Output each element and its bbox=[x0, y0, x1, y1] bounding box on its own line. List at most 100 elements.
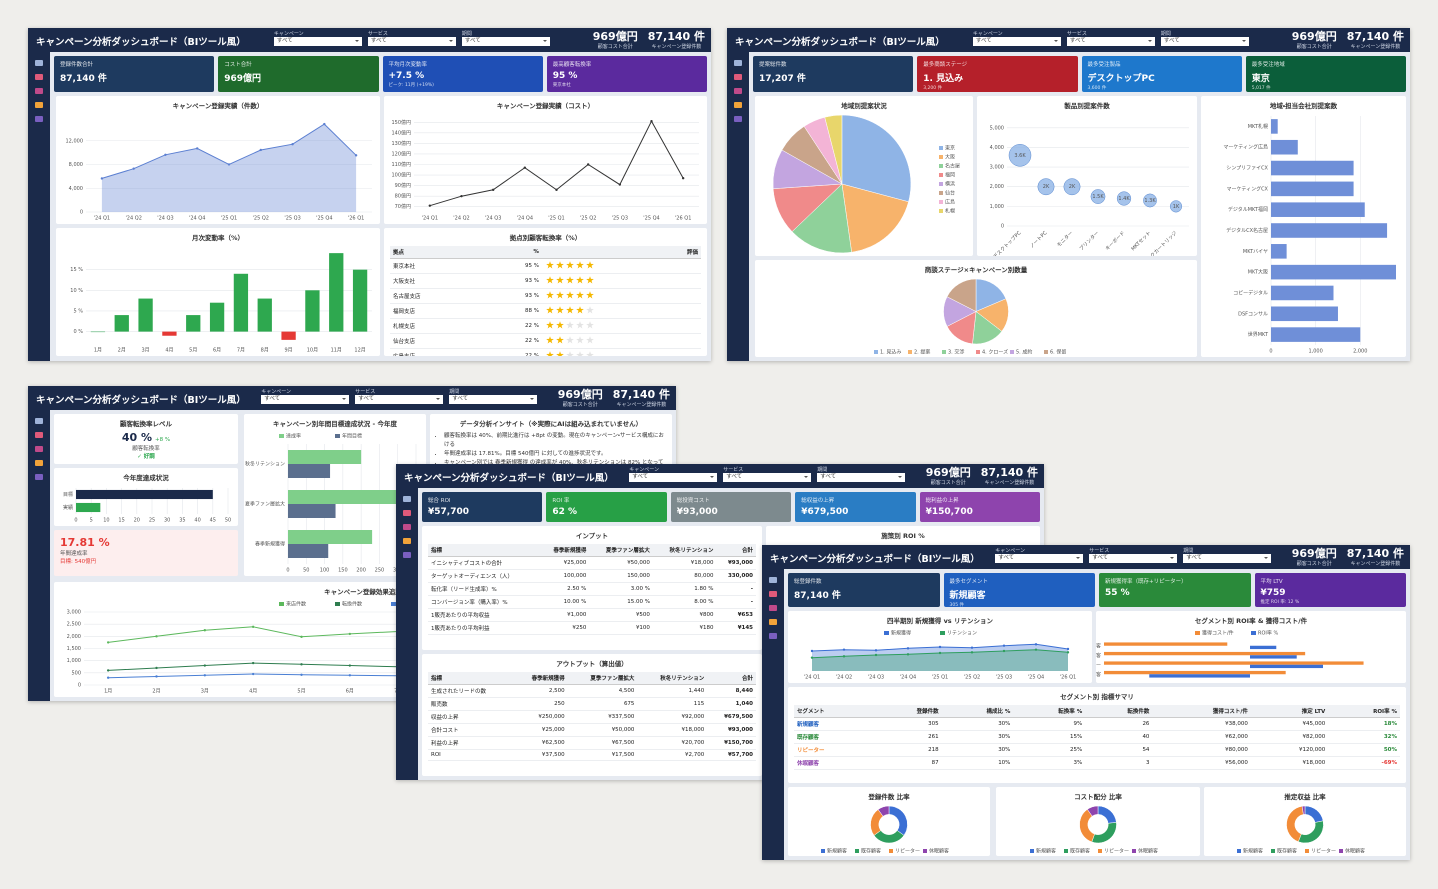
dashboard-window: キャンペーン分析ダッシュボード（BIツール風） キャンペーン すべて サービス すべて期… bbox=[762, 545, 1410, 860]
legend-swatch bbox=[939, 200, 943, 204]
stat-status: ✓ 好調 bbox=[137, 454, 155, 460]
table-cell: 休眠顧客 bbox=[794, 756, 875, 770]
filter-select[interactable]: すべて bbox=[817, 473, 906, 482]
table-row: 名古屋支店 93 % bbox=[390, 288, 701, 304]
panel-title: セグメント別 ROI率 & 獲得コスト/件 bbox=[1194, 617, 1308, 625]
y-tick-label: 4,000 bbox=[69, 186, 83, 192]
filter-select[interactable]: すべて bbox=[273, 37, 362, 46]
panel: 商談ステージ×キャンペーン別数量 1. 見込み 2. 提案 3. 交渉 4. クローズ 5… bbox=[755, 260, 1197, 357]
table-cell: ¥18,000 bbox=[637, 723, 708, 737]
legend-label: 新規顧客 bbox=[1036, 848, 1056, 855]
panel-title: 商談ステージ×キャンペーン別数量 bbox=[924, 266, 1028, 274]
filter-select[interactable]: すべて bbox=[1160, 37, 1249, 46]
nav-icon[interactable] bbox=[403, 510, 411, 516]
table-cell: ¥150,700 bbox=[707, 736, 756, 750]
x-tick-label: 4月 bbox=[165, 348, 173, 354]
y-tick-label: 2,000 bbox=[990, 184, 1004, 190]
nav-icon[interactable] bbox=[35, 432, 43, 438]
x-tick-label: '25 Q1 bbox=[548, 216, 564, 222]
filter-select[interactable]: すべて bbox=[723, 473, 812, 482]
y-tick-label: 1,000 bbox=[990, 204, 1004, 210]
star bbox=[576, 351, 584, 356]
bar bbox=[1104, 651, 1306, 656]
filter-select[interactable]: すべて bbox=[367, 37, 456, 46]
column-header: 合計 bbox=[716, 544, 756, 557]
nav-icon[interactable] bbox=[35, 74, 43, 80]
nav-icon[interactable] bbox=[35, 88, 43, 94]
filter-select[interactable]: すべて bbox=[995, 554, 1084, 563]
stat-label: 顧客転換率 bbox=[132, 446, 160, 452]
y-tick-label: 90億円 bbox=[395, 182, 411, 189]
panel: 17.81 % 年間達成率 目標: 540億円 bbox=[54, 530, 238, 576]
nav-icon[interactable] bbox=[769, 591, 777, 597]
legend-swatch bbox=[279, 434, 284, 438]
star bbox=[576, 306, 584, 314]
nav-icon[interactable] bbox=[35, 102, 43, 108]
legend-swatch bbox=[1251, 631, 1256, 635]
legend-swatch bbox=[940, 631, 945, 635]
table-row: コンバージョン率（購入率）% 10.00 % 15.00 % 8.00 % - bbox=[428, 595, 756, 609]
star bbox=[576, 336, 584, 344]
bar bbox=[1271, 264, 1396, 280]
nav-icon[interactable] bbox=[35, 474, 43, 480]
nav-icon[interactable] bbox=[403, 538, 411, 544]
nav-icon[interactable] bbox=[35, 116, 43, 122]
filter-select[interactable]: すべて bbox=[1089, 554, 1178, 563]
nav-icon[interactable] bbox=[769, 577, 777, 583]
filter-select[interactable]: すべて bbox=[1183, 554, 1272, 563]
nav-icon[interactable] bbox=[769, 605, 777, 611]
nav-icon[interactable] bbox=[403, 524, 411, 530]
y-tick-label: 1,000 bbox=[67, 658, 81, 664]
nav-icon[interactable] bbox=[35, 418, 43, 424]
nav-icon[interactable] bbox=[35, 460, 43, 466]
filter-select[interactable]: すべて bbox=[629, 473, 718, 482]
legend-label: 東京 bbox=[945, 145, 955, 152]
kpi-sub: 推定 ROI 率: 12 % bbox=[1260, 600, 1300, 605]
nav-icon[interactable] bbox=[35, 446, 43, 452]
nav-icon[interactable] bbox=[734, 116, 742, 122]
nav-icon[interactable] bbox=[403, 496, 411, 502]
legend-swatch bbox=[939, 164, 943, 168]
filter-select[interactable]: すべて bbox=[355, 395, 444, 404]
data-label: 1.4K bbox=[1118, 196, 1130, 202]
column-header: 夏季ファン層拡大 bbox=[567, 672, 638, 685]
kpi-card: 最多受注製品 デスクトップPC 3,600 件 bbox=[1081, 56, 1242, 92]
nav-icon[interactable] bbox=[734, 102, 742, 108]
x-tick-label: プリンター bbox=[1078, 230, 1101, 253]
legend-label: 既存顧客 bbox=[861, 848, 881, 855]
y-tick-label: MKT札幌 bbox=[1248, 123, 1268, 130]
legend-label: 新規顧客 bbox=[1243, 848, 1263, 855]
kpi-value: ¥679,500 bbox=[801, 507, 849, 517]
panel: 地域別提案状況 東京 大阪 名古屋 福岡 横浜 仙台 広島 札幌 bbox=[755, 96, 973, 256]
nav-icon[interactable] bbox=[734, 88, 742, 94]
table-cell: 生成されたリードの数 bbox=[428, 684, 514, 698]
filter: 期間 すべて bbox=[449, 388, 538, 404]
kpi-label: 最高顧客転換率 bbox=[552, 62, 592, 68]
filter-select[interactable]: すべて bbox=[1066, 37, 1155, 46]
filter-select[interactable]: すべて bbox=[461, 37, 550, 46]
nav-icon[interactable] bbox=[734, 74, 742, 80]
filter-select[interactable]: すべて bbox=[261, 395, 350, 404]
nav-icon[interactable] bbox=[35, 60, 43, 66]
legend-swatch bbox=[335, 434, 340, 438]
nav-icon[interactable] bbox=[403, 552, 411, 558]
table-cell: 利益の上昇 bbox=[428, 736, 514, 750]
panel: 顧客転換率レベル 40 % +8 % 顧客転換率 ✓ 好調 bbox=[54, 414, 238, 464]
slice bbox=[1304, 805, 1324, 823]
legend-swatch bbox=[821, 849, 825, 853]
y-tick-label: 15 % bbox=[70, 267, 83, 273]
data-table: セグメント 登録件数 構成比 % 転換率 % 転換件数 獲得コスト/件 推定 LTV ROI率… bbox=[794, 705, 1400, 770]
filter-select[interactable]: すべて bbox=[449, 395, 538, 404]
point bbox=[874, 653, 878, 657]
nav-icon[interactable] bbox=[769, 633, 777, 639]
kpi-sub: 3,200 件 bbox=[923, 86, 943, 91]
table-cell: 名古屋支店 bbox=[390, 288, 486, 304]
nav-icon[interactable] bbox=[769, 619, 777, 625]
header-kpi-label: キャンペーン登録件数 bbox=[1350, 44, 1401, 50]
y-tick-label: 110億円 bbox=[391, 161, 411, 168]
slice bbox=[841, 114, 912, 203]
kpi-card: 新規獲得率（既存+リピーター） 55 % bbox=[1099, 573, 1251, 607]
filter-select[interactable]: すべて bbox=[972, 37, 1061, 46]
point bbox=[491, 188, 495, 192]
nav-icon[interactable] bbox=[734, 60, 742, 66]
